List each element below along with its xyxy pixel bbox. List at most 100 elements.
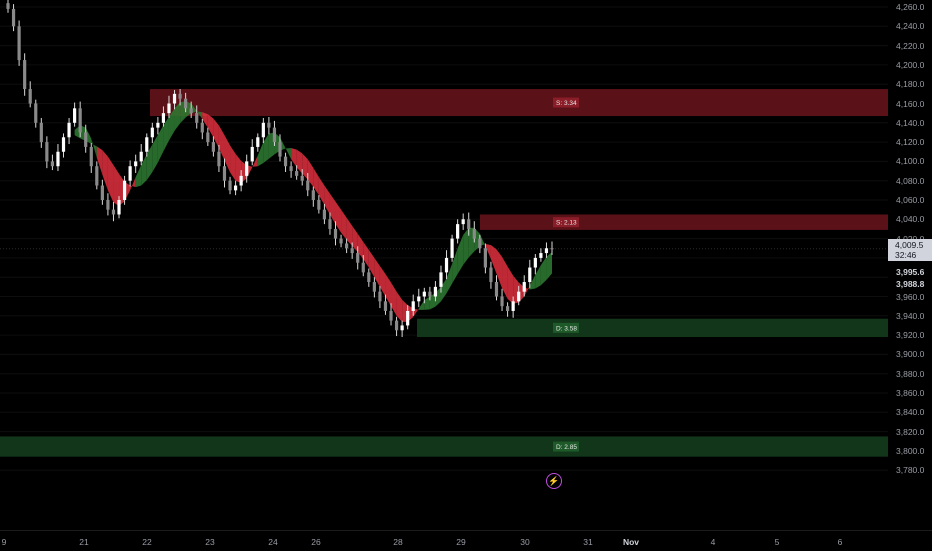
candle-body[interactable] bbox=[278, 142, 282, 157]
candle-body[interactable] bbox=[89, 146, 93, 167]
candle-body[interactable] bbox=[378, 291, 382, 302]
candle-body[interactable] bbox=[328, 219, 332, 229]
candle-body[interactable] bbox=[239, 175, 243, 186]
candle-body[interactable] bbox=[228, 180, 232, 191]
candle-body[interactable] bbox=[100, 185, 104, 200]
candle-body[interactable] bbox=[150, 127, 154, 138]
candle-body[interactable] bbox=[206, 132, 210, 143]
candle-body[interactable] bbox=[433, 286, 438, 297]
candle-body[interactable] bbox=[272, 127, 277, 143]
candle-body[interactable] bbox=[128, 166, 132, 181]
candle-body[interactable] bbox=[333, 228, 338, 239]
candle-body[interactable] bbox=[34, 103, 38, 123]
candle-body[interactable] bbox=[528, 267, 532, 283]
candle-body[interactable] bbox=[456, 224, 460, 239]
candle-body[interactable] bbox=[472, 228, 476, 239]
candle-body[interactable] bbox=[372, 282, 376, 292]
demand-zone[interactable] bbox=[0, 436, 888, 457]
candle-body[interactable] bbox=[122, 180, 127, 200]
candle-body[interactable] bbox=[417, 296, 421, 302]
candle-body[interactable] bbox=[78, 108, 82, 133]
candle-body[interactable] bbox=[533, 257, 537, 268]
candle-body[interactable] bbox=[517, 291, 521, 302]
candle-body[interactable] bbox=[444, 257, 449, 273]
candle-body[interactable] bbox=[95, 166, 99, 186]
candle-body[interactable] bbox=[478, 238, 482, 249]
candle-body[interactable] bbox=[439, 272, 443, 287]
candle-body[interactable] bbox=[178, 93, 182, 99]
candle-body[interactable] bbox=[167, 103, 171, 114]
candle-body[interactable] bbox=[211, 142, 215, 152]
candle-body[interactable] bbox=[45, 142, 49, 162]
candle-body[interactable] bbox=[367, 272, 371, 283]
candle-body[interactable] bbox=[494, 282, 499, 297]
supply-zone[interactable] bbox=[480, 214, 888, 230]
candle-body[interactable] bbox=[500, 296, 504, 307]
candle-body[interactable] bbox=[505, 306, 510, 311]
candle-body[interactable] bbox=[222, 166, 227, 181]
candle-body[interactable] bbox=[256, 137, 260, 147]
candle-body[interactable] bbox=[283, 156, 288, 167]
candle-body[interactable] bbox=[461, 219, 465, 225]
candle-body[interactable] bbox=[311, 190, 315, 200]
candle-body[interactable] bbox=[50, 161, 55, 167]
candle-body[interactable] bbox=[189, 108, 193, 114]
price-axis[interactable]: 4,260.0 4,240.0 4,220.0 4,200.0 4,180.0 4,160… bbox=[888, 0, 932, 530]
candle-body[interactable] bbox=[483, 248, 487, 268]
candle-body[interactable] bbox=[322, 209, 327, 220]
candle-body[interactable] bbox=[117, 200, 121, 215]
candle-body[interactable] bbox=[145, 137, 149, 152]
candle-body[interactable] bbox=[400, 325, 404, 331]
demand-zone[interactable] bbox=[417, 318, 888, 338]
candle-body[interactable] bbox=[350, 248, 354, 254]
candle-body[interactable] bbox=[11, 8, 16, 27]
candle-body[interactable] bbox=[217, 151, 221, 167]
time-axis[interactable]: 9 21 22 23 24 26 28 29 30 31 Nov 4 5 6 bbox=[0, 530, 932, 551]
candle-body[interactable] bbox=[250, 146, 254, 162]
candle-body[interactable] bbox=[261, 122, 265, 138]
candle-body[interactable] bbox=[56, 151, 60, 167]
candle-body[interactable] bbox=[489, 267, 493, 283]
candle-body[interactable] bbox=[67, 122, 71, 138]
candle-body[interactable] bbox=[289, 166, 293, 172]
candle-body[interactable] bbox=[111, 209, 116, 215]
candle-body[interactable] bbox=[550, 248, 554, 250]
candle-body[interactable] bbox=[17, 26, 21, 61]
candle-body[interactable] bbox=[267, 122, 271, 128]
candle-body[interactable] bbox=[450, 238, 454, 258]
candle-body[interactable] bbox=[356, 253, 360, 263]
candle-body[interactable] bbox=[339, 238, 343, 244]
candle-body[interactable] bbox=[161, 113, 166, 123]
lightning-bolt-icon[interactable]: ⚡ bbox=[546, 473, 562, 489]
candle-body[interactable] bbox=[511, 301, 515, 311]
candle-body[interactable] bbox=[156, 122, 160, 128]
candle-body[interactable] bbox=[184, 98, 188, 109]
candle-body[interactable] bbox=[295, 171, 299, 176]
candle-body[interactable] bbox=[6, 3, 10, 9]
candle-body[interactable] bbox=[195, 113, 199, 123]
candle-body[interactable] bbox=[172, 93, 177, 104]
candle-body[interactable] bbox=[28, 89, 32, 104]
candle-body[interactable] bbox=[84, 132, 88, 147]
candle-body[interactable] bbox=[134, 161, 138, 167]
candle-body[interactable] bbox=[361, 262, 365, 273]
candle-body[interactable] bbox=[389, 310, 393, 321]
candle-body[interactable] bbox=[61, 137, 66, 152]
candle-body[interactable] bbox=[345, 243, 349, 249]
candle-body[interactable] bbox=[383, 301, 388, 311]
candle-body[interactable] bbox=[233, 185, 238, 191]
candle-body[interactable] bbox=[200, 122, 204, 133]
candle-body[interactable] bbox=[394, 320, 399, 331]
candle-body[interactable] bbox=[411, 301, 415, 311]
candle-body[interactable] bbox=[317, 200, 321, 210]
price-chart[interactable]: S: 3.34 S: 2.13 D: 3.58 D: 2.85 bbox=[0, 0, 888, 530]
candle-body[interactable] bbox=[544, 248, 549, 254]
candle-body[interactable] bbox=[422, 291, 426, 297]
supply-zone[interactable] bbox=[150, 89, 888, 117]
candle-body[interactable] bbox=[522, 282, 526, 292]
candle-body[interactable] bbox=[139, 151, 143, 162]
candle-body[interactable] bbox=[539, 253, 543, 258]
candle-body[interactable] bbox=[245, 161, 249, 176]
candle-body[interactable] bbox=[39, 122, 43, 143]
candle-body[interactable] bbox=[300, 175, 304, 181]
